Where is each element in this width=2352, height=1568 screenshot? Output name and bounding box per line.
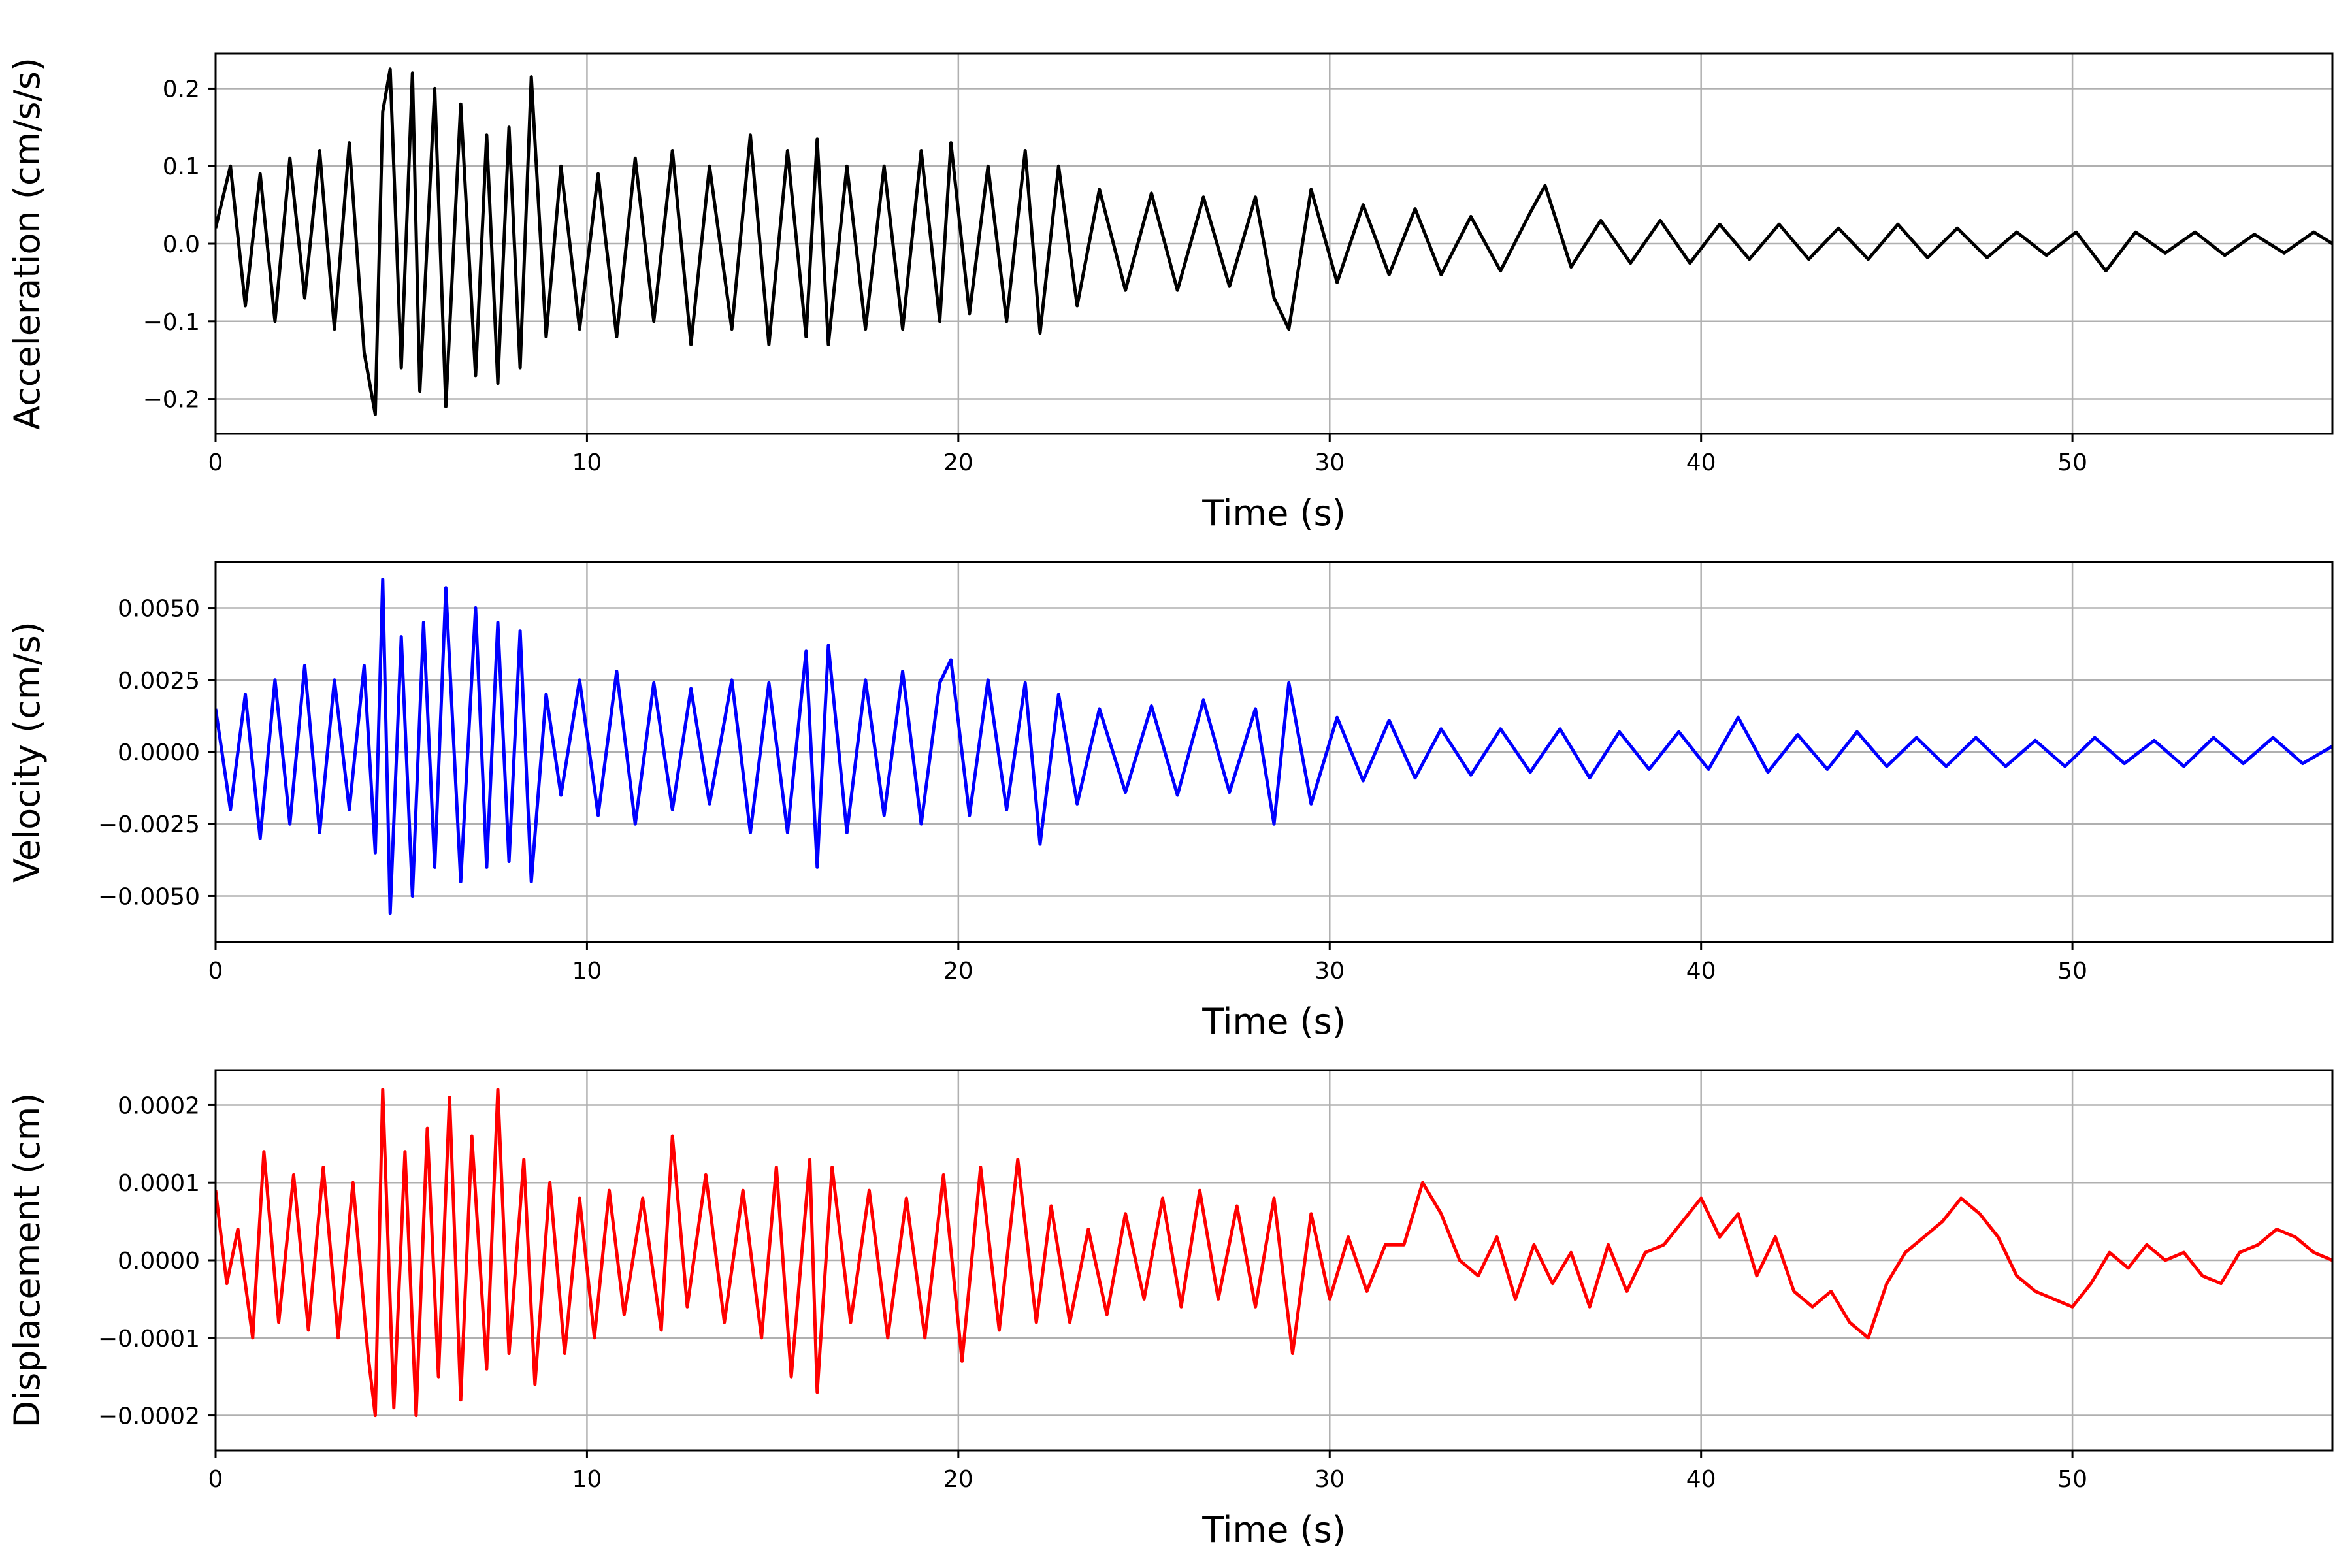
displacement-panel: 0 10 20 30 40 50 −0.0002 −0.0001 0.0000 0.0001 0.0… bbox=[7, 1069, 2334, 1550]
displacement-x-tick-label: 10 bbox=[572, 1466, 602, 1493]
velocity-x-tick-label: 10 bbox=[572, 958, 602, 985]
velocity-y-tick-label: 0.0000 bbox=[118, 740, 200, 766]
velocity-x-tick-label: 30 bbox=[1315, 958, 1345, 985]
acceleration-x-tick-label: 0 bbox=[208, 449, 223, 476]
acceleration-panel: 0 10 20 30 40 50 −0.2 −0.1 0.0 0.1 0.2 Time (s) Acce… bbox=[7, 52, 2334, 534]
acceleration-y-tick-label: 0.1 bbox=[163, 154, 200, 180]
displacement-x-tick-label: 30 bbox=[1315, 1466, 1345, 1493]
velocity-x-tick-label: 40 bbox=[1686, 958, 1716, 985]
velocity-y-tick-label: 0.0050 bbox=[118, 596, 200, 623]
displacement-x-tick-label: 20 bbox=[943, 1466, 973, 1493]
acceleration-series-line bbox=[216, 67, 2332, 416]
acceleration-y-axis-label: Acceleration (cm/s/s) bbox=[7, 57, 48, 430]
velocity-y-tick-label: −0.0025 bbox=[98, 811, 200, 838]
displacement-series-line bbox=[216, 1088, 2332, 1418]
displacement-x-tick-label: 50 bbox=[2057, 1466, 2087, 1493]
acceleration-y-tick-label: −0.1 bbox=[143, 309, 200, 336]
acceleration-x-tick-label: 10 bbox=[572, 449, 602, 476]
acceleration-x-tick-label: 20 bbox=[943, 449, 973, 476]
displacement-y-tick-label: −0.0001 bbox=[98, 1326, 200, 1352]
displacement-y-axis-label: Displacement (cm) bbox=[7, 1093, 48, 1428]
acceleration-y-tick-label: −0.2 bbox=[143, 387, 200, 414]
acceleration-x-axis-label: Time (s) bbox=[1201, 493, 1346, 534]
velocity-x-axis-label: Time (s) bbox=[1201, 1001, 1346, 1042]
acceleration-y-tick-label: 0.0 bbox=[163, 231, 200, 258]
velocity-y-tick-label: −0.0050 bbox=[98, 883, 200, 910]
displacement-y-tick-label: 0.0001 bbox=[118, 1170, 200, 1197]
displacement-x-axis-label: Time (s) bbox=[1201, 1509, 1346, 1550]
displacement-y-tick-label: 0.0002 bbox=[118, 1092, 200, 1119]
acceleration-x-tick-label: 50 bbox=[2057, 449, 2087, 476]
velocity-panel: 0 10 20 30 40 50 −0.0050 −0.0025 0.0000 0.0025 0.0… bbox=[7, 561, 2334, 1042]
velocity-y-tick-label: 0.0025 bbox=[118, 668, 200, 694]
displacement-x-tick-label: 40 bbox=[1686, 1466, 1716, 1493]
velocity-x-tick-label: 0 bbox=[208, 958, 223, 985]
velocity-x-tick-label: 20 bbox=[943, 958, 973, 985]
acceleration-y-tick-label: 0.2 bbox=[163, 76, 200, 103]
acceleration-x-tick-label: 30 bbox=[1315, 449, 1345, 476]
displacement-y-tick-label: −0.0002 bbox=[98, 1403, 200, 1430]
displacement-y-tick-label: 0.0000 bbox=[118, 1248, 200, 1275]
acceleration-x-tick-label: 40 bbox=[1686, 449, 1716, 476]
displacement-x-tick-label: 0 bbox=[208, 1466, 223, 1493]
velocity-series-line bbox=[216, 578, 2332, 915]
velocity-x-tick-label: 50 bbox=[2057, 958, 2087, 985]
velocity-y-axis-label: Velocity (cm/s) bbox=[7, 621, 48, 883]
